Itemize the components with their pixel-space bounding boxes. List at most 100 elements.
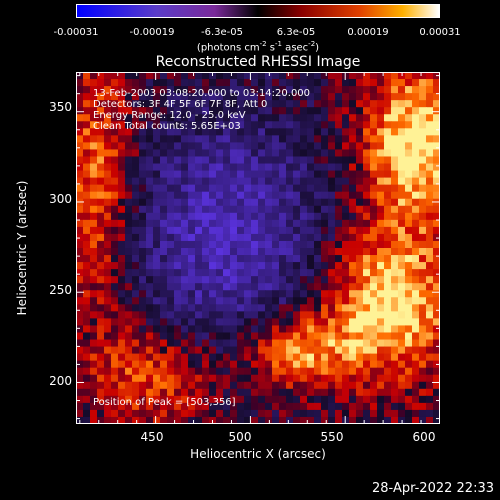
- heatmap-cell: [195, 72, 203, 80]
- heatmap-cell: [363, 346, 371, 355]
- heatmap-cell: [300, 318, 308, 327]
- heatmap-cell: [349, 156, 357, 165]
- heatmap-cell: [146, 332, 154, 341]
- heatmap-cell: [118, 128, 126, 136]
- heatmap-cell: [244, 367, 252, 376]
- heatmap-cell: [132, 297, 140, 305]
- heatmap-cell: [391, 325, 399, 334]
- heatmap-cell: [146, 283, 154, 291]
- heatmap-cell: [146, 262, 154, 270]
- heatmap-cell: [195, 149, 203, 158]
- heatmap-cell: [300, 367, 308, 376]
- heatmap-cell: [265, 360, 273, 369]
- heatmap-cell: [132, 219, 140, 228]
- heatmap-cell: [223, 233, 231, 242]
- heatmap-cell: [97, 100, 105, 108]
- heatmap-cell: [412, 381, 420, 390]
- heatmap-cell: [202, 205, 210, 214]
- heatmap-cell: [356, 269, 364, 277]
- heatmap-cell: [286, 311, 294, 319]
- heatmap-cell: [377, 149, 385, 158]
- heatmap-cell: [160, 233, 168, 242]
- heatmap-cell: [97, 72, 105, 80]
- heatmap-cell: [391, 79, 399, 87]
- heatmap-cell: [293, 72, 301, 80]
- heatmap-cell: [363, 325, 371, 334]
- heatmap-cell: [272, 360, 280, 369]
- heatmap-cell: [384, 269, 392, 277]
- heatmap-cell: [195, 191, 203, 200]
- heatmap-cell: [188, 114, 196, 122]
- heatmap-cell: [300, 191, 308, 200]
- heatmap-cell: [230, 283, 238, 291]
- heatmap-cell: [370, 318, 378, 327]
- heatmap-cell: [370, 388, 378, 397]
- heatmap-cell: [412, 219, 420, 228]
- heatmap-cell: [286, 409, 294, 418]
- heatmap-cell: [132, 311, 140, 319]
- heatmap-cell: [195, 135, 203, 143]
- heatmap-cell: [279, 100, 287, 108]
- heatmap-cell: [370, 325, 378, 334]
- heatmap-cell: [76, 135, 84, 143]
- heatmap-cell: [181, 205, 189, 214]
- heatmap-cell: [125, 311, 133, 319]
- heatmap-cell: [384, 318, 392, 327]
- heatmap-cell: [391, 191, 399, 200]
- heatmap-cell: [111, 233, 119, 242]
- heatmap-cell: [125, 114, 133, 122]
- heatmap-cell: [377, 86, 385, 94]
- heatmap-cell: [230, 184, 238, 193]
- heatmap-cell: [104, 325, 112, 334]
- heatmap-cell: [405, 262, 413, 270]
- heatmap-cell: [265, 269, 273, 277]
- heatmap-cell: [202, 262, 210, 270]
- heatmap-cell: [335, 325, 343, 334]
- x-tick-label: 550: [320, 430, 344, 444]
- heatmap-cell: [272, 177, 280, 186]
- heatmap-cell: [363, 409, 371, 418]
- heatmap-cell: [188, 177, 196, 186]
- heatmap-cell: [209, 107, 217, 115]
- heatmap-cell: [314, 353, 322, 362]
- heatmap-cell: [328, 114, 336, 122]
- heatmap-cell: [160, 93, 168, 101]
- heatmap-cell: [76, 304, 84, 312]
- heatmap-cell: [125, 381, 133, 390]
- heatmap-cell: [244, 121, 252, 129]
- heatmap-cell: [300, 135, 308, 143]
- heatmap-cell: [195, 114, 203, 122]
- heatmap-cell: [286, 149, 294, 158]
- heatmap-cell: [293, 184, 301, 193]
- heatmap-cell: [251, 107, 259, 115]
- heatmap-cell: [391, 163, 399, 172]
- heatmap-cell: [342, 107, 350, 115]
- heatmap-cell: [216, 205, 224, 214]
- heatmap-cell: [293, 248, 301, 256]
- heatmap-cell: [83, 353, 91, 362]
- heatmap-cell: [342, 135, 350, 143]
- heatmap-cell: [258, 149, 266, 158]
- heatmap-cell: [209, 297, 217, 305]
- heatmap-cell: [314, 184, 322, 193]
- heatmap-cell: [426, 219, 434, 228]
- heatmap-cell: [160, 374, 168, 383]
- heatmap-cell: [202, 332, 210, 341]
- heatmap-cell: [258, 346, 266, 355]
- heatmap-cell: [90, 114, 98, 122]
- heatmap-cell: [328, 409, 336, 418]
- heatmap-cell: [181, 240, 189, 249]
- heatmap-cell: [146, 360, 154, 369]
- heatmap-cell: [307, 72, 315, 80]
- heatmap-cell: [174, 402, 182, 411]
- heatmap-cell: [328, 177, 336, 186]
- heatmap-cell: [258, 276, 266, 284]
- heatmap-cell: [433, 156, 440, 165]
- heatmap-cell: [419, 416, 427, 424]
- heatmap-cell: [356, 248, 364, 256]
- heatmap-cell: [377, 79, 385, 87]
- heatmap-cell: [195, 346, 203, 355]
- heatmap-cell: [237, 276, 245, 284]
- heatmap-cell: [83, 170, 91, 179]
- heatmap-cell: [286, 205, 294, 214]
